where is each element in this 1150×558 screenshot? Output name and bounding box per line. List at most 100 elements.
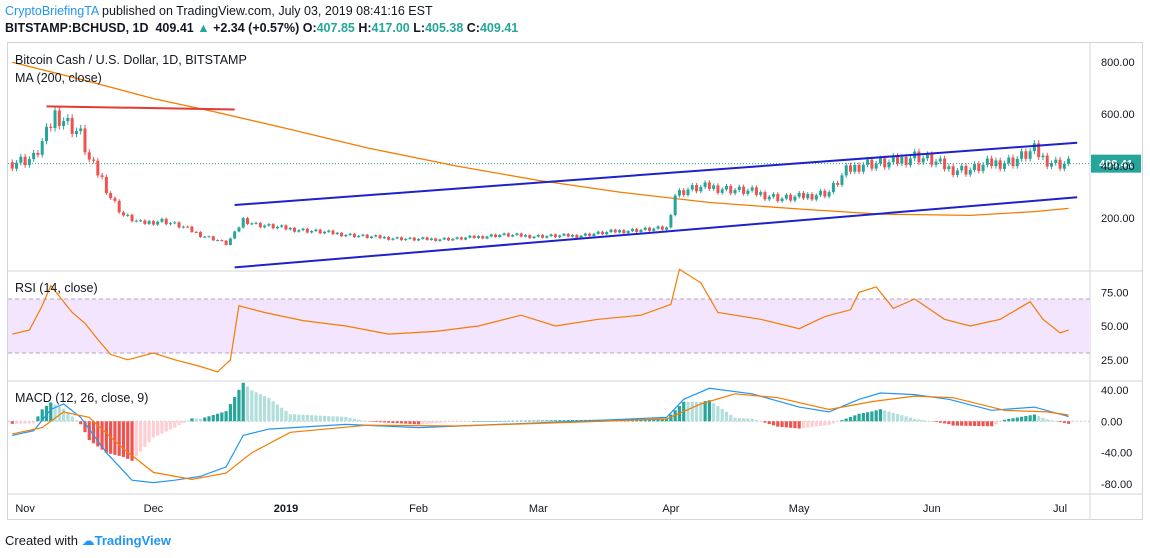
candle bbox=[545, 236, 549, 238]
candle bbox=[819, 190, 823, 196]
candle bbox=[494, 234, 498, 237]
candle bbox=[32, 152, 36, 160]
macd-histogram-bar bbox=[498, 421, 502, 422]
candle bbox=[408, 237, 412, 239]
x-tick-label: Mar bbox=[529, 503, 548, 515]
candle bbox=[630, 228, 634, 232]
candle bbox=[921, 158, 925, 163]
candle bbox=[665, 227, 669, 230]
macd-histogram-bar bbox=[91, 421, 96, 444]
candle bbox=[23, 156, 27, 166]
candle bbox=[203, 236, 207, 238]
macd-histogram-bar bbox=[100, 421, 104, 450]
macd-histogram-bar bbox=[292, 414, 297, 422]
channel-lower-line bbox=[234, 196, 1078, 269]
macd-histogram-bar bbox=[237, 389, 241, 422]
macd-histogram-bar bbox=[724, 411, 729, 422]
macd-histogram-bar bbox=[1019, 416, 1024, 422]
candle bbox=[609, 229, 613, 232]
macd-histogram-bar bbox=[387, 421, 391, 423]
x-tick-label: Jul bbox=[1053, 503, 1067, 515]
candle bbox=[605, 231, 609, 235]
candle bbox=[1067, 158, 1071, 164]
candle bbox=[173, 222, 177, 224]
macd-histogram-bar bbox=[203, 417, 207, 422]
candle bbox=[109, 193, 113, 199]
candle bbox=[549, 234, 553, 237]
macd-histogram-bar bbox=[652, 418, 656, 422]
author-link[interactable]: CryptoBriefingTA bbox=[5, 4, 99, 18]
macd-histogram-bar bbox=[250, 390, 254, 422]
candle bbox=[318, 229, 322, 234]
candle bbox=[823, 190, 827, 197]
macd-histogram-bar bbox=[686, 401, 690, 422]
candle bbox=[750, 187, 754, 191]
candle bbox=[686, 189, 690, 195]
macd-histogram-bar bbox=[985, 421, 989, 427]
candle bbox=[280, 225, 284, 227]
macd-histogram-bar bbox=[66, 412, 70, 422]
macd-histogram-bar bbox=[310, 415, 314, 422]
macd-tick-label: -80.00 bbox=[1101, 479, 1132, 491]
macd-histogram-bar bbox=[190, 418, 194, 422]
candle bbox=[831, 182, 835, 193]
candle bbox=[695, 185, 699, 192]
candle bbox=[147, 221, 151, 224]
candle bbox=[990, 158, 994, 167]
macd-histogram-bar bbox=[357, 419, 361, 422]
candle bbox=[502, 233, 506, 235]
candle bbox=[297, 230, 301, 232]
candle bbox=[669, 215, 673, 228]
candle bbox=[754, 187, 758, 195]
macd-histogram-bar bbox=[438, 421, 442, 423]
macd-histogram-bar bbox=[784, 421, 788, 428]
macd-histogram-bar bbox=[327, 416, 331, 422]
macd-histogram-bar bbox=[263, 396, 267, 422]
high-label: H: bbox=[358, 21, 372, 35]
macd-histogram-bar bbox=[280, 407, 284, 422]
candle bbox=[772, 194, 776, 197]
x-tick-label: Feb bbox=[409, 503, 428, 515]
macd-histogram-bar bbox=[1028, 415, 1032, 422]
macd-histogram-bar bbox=[245, 386, 250, 422]
candle bbox=[1054, 159, 1058, 164]
macd-histogram-bar bbox=[840, 420, 844, 422]
candle bbox=[870, 159, 874, 169]
macd-histogram-bar bbox=[271, 401, 275, 422]
macd-histogram-bar bbox=[446, 421, 451, 423]
candle bbox=[310, 231, 314, 233]
footer-brand[interactable]: TradingView bbox=[94, 533, 171, 548]
macd-histogram-bar bbox=[382, 421, 386, 423]
candle bbox=[528, 235, 532, 239]
macd-histogram-bar bbox=[964, 421, 968, 426]
candle bbox=[883, 158, 887, 168]
candle bbox=[425, 237, 429, 240]
candle bbox=[660, 226, 664, 230]
macd-histogram-bar bbox=[827, 421, 831, 426]
macd-histogram-bar bbox=[1037, 416, 1041, 422]
macd-histogram-bar bbox=[1024, 416, 1028, 422]
macd-histogram-bar bbox=[656, 418, 660, 422]
up-arrow-icon: ▲ bbox=[197, 21, 210, 35]
macd-histogram-bar bbox=[49, 402, 53, 422]
candle bbox=[62, 121, 66, 126]
macd-histogram-bar bbox=[750, 418, 754, 422]
macd-histogram-bar bbox=[519, 420, 523, 422]
candle bbox=[66, 117, 70, 122]
macd-histogram-bar bbox=[904, 416, 908, 422]
macd-histogram-bar bbox=[267, 398, 271, 422]
published-text: published on TradingView.com, July 03, 2… bbox=[102, 4, 433, 18]
candle bbox=[498, 234, 502, 237]
candle bbox=[840, 175, 844, 185]
macd-histogram-bar bbox=[79, 421, 83, 425]
candle bbox=[506, 233, 510, 237]
candle bbox=[836, 182, 840, 185]
publish-info: CryptoBriefingTA published on TradingVie… bbox=[5, 4, 433, 18]
macd-histogram-bar bbox=[545, 420, 549, 422]
candle bbox=[900, 156, 904, 164]
candle bbox=[707, 182, 711, 189]
candle bbox=[699, 186, 703, 192]
macd-histogram-bar bbox=[374, 421, 378, 422]
macd-histogram-bar bbox=[181, 421, 185, 423]
